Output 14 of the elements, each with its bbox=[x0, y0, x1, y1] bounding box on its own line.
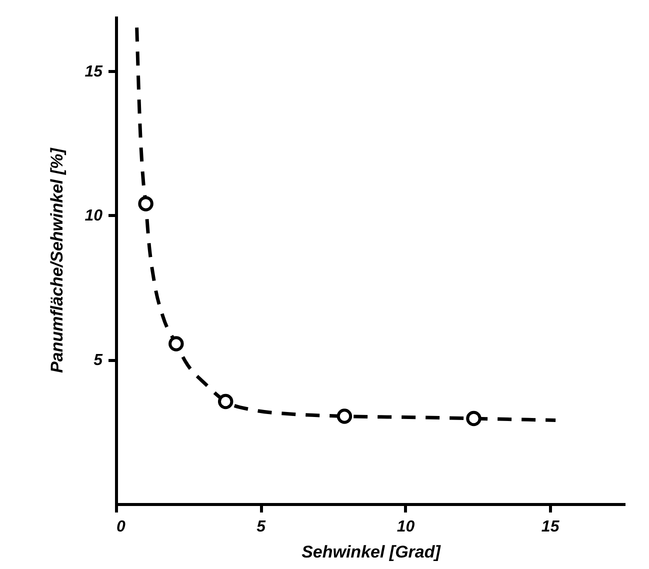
point bbox=[218, 394, 234, 410]
point bbox=[466, 410, 482, 426]
x-tick-label: 10 bbox=[396, 518, 415, 536]
point bbox=[336, 408, 352, 424]
y-axis-title: Panumfläche/Sehwinkel [%] bbox=[48, 146, 67, 373]
x-tick-label: 0 bbox=[116, 518, 126, 536]
y-tick-label: 15 bbox=[84, 63, 104, 80]
point bbox=[138, 196, 154, 212]
y-tick-label: 5 bbox=[94, 352, 104, 370]
x-tick-label: 5 bbox=[256, 518, 267, 536]
y-tick-label: 10 bbox=[84, 208, 103, 225]
x-axis-title: Sehwinkel [Grad] bbox=[302, 542, 442, 562]
x-tick-label: 15 bbox=[541, 518, 560, 536]
point bbox=[168, 336, 184, 352]
